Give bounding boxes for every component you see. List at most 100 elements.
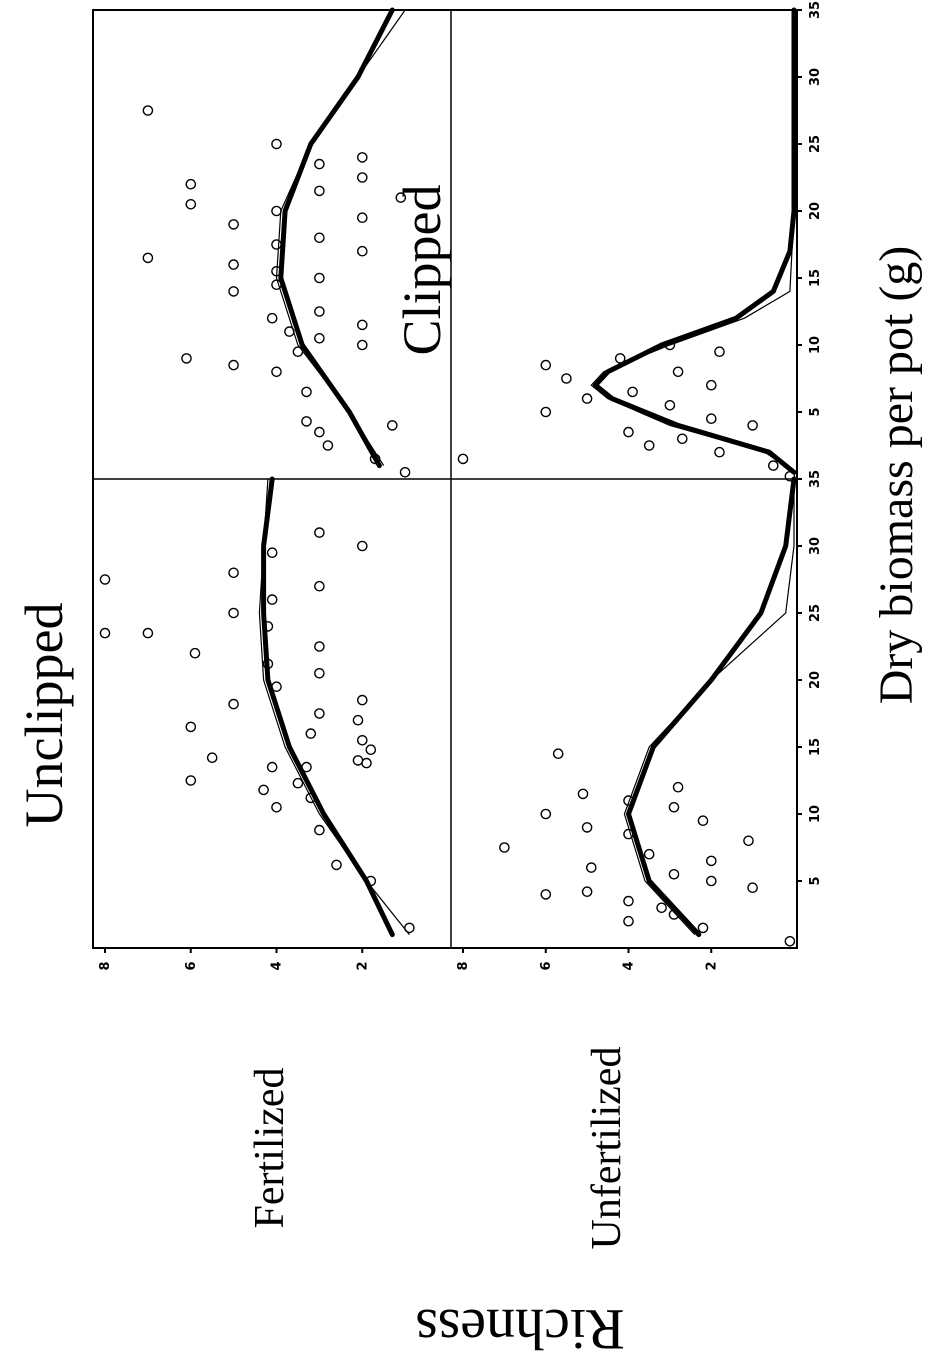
x-tick-label: 35	[808, 1, 823, 19]
data-point	[271, 265, 282, 277]
data-point	[706, 875, 717, 887]
data-point	[266, 594, 278, 605]
data-point	[706, 855, 717, 867]
data-point	[142, 627, 154, 639]
data-point	[356, 735, 368, 746]
x-tick-label: 15	[808, 738, 823, 756]
x-axis-title: Dry biomass per pot (g)	[870, 246, 923, 705]
data-point	[627, 386, 638, 398]
data-point	[185, 775, 197, 786]
data-point	[706, 413, 717, 425]
panel-unfertilized-clipped	[457, 7, 797, 482]
data-point	[581, 393, 593, 404]
fit-curve-bold	[278, 7, 395, 469]
data-point	[322, 440, 334, 451]
data-point	[386, 420, 398, 431]
data-point	[356, 540, 368, 552]
data-point	[266, 761, 278, 773]
data-point	[361, 757, 372, 769]
data-point	[305, 728, 317, 739]
data-point	[228, 607, 239, 619]
data-point	[314, 185, 325, 197]
panels-group	[99, 7, 797, 947]
data-point	[331, 859, 342, 871]
data-point	[668, 869, 680, 880]
column-title-unclipped: Unclipped	[14, 603, 74, 828]
data-point	[206, 752, 218, 764]
data-point	[577, 788, 589, 800]
data-point	[258, 784, 269, 796]
data-point	[185, 178, 197, 190]
data-point	[352, 755, 364, 766]
data-point	[301, 416, 312, 427]
data-point	[292, 346, 304, 358]
data-point	[271, 138, 282, 150]
data-point	[697, 922, 709, 934]
data-point	[623, 915, 634, 927]
data-point	[189, 647, 201, 659]
data-point	[784, 936, 796, 947]
data-point	[672, 366, 684, 378]
data-point	[228, 259, 239, 270]
data-point	[314, 426, 325, 438]
y-tick-label: 8	[456, 961, 471, 970]
panel-fertilized-clipped	[142, 7, 411, 478]
x-tick-label: 25	[808, 135, 823, 153]
data-point	[314, 668, 325, 679]
fit-curve-bold	[592, 7, 797, 475]
data-point	[181, 353, 192, 364]
data-point	[314, 332, 325, 344]
data-point	[369, 453, 381, 465]
data-point	[266, 547, 278, 559]
y-tick-label: 2	[355, 961, 370, 970]
ticks-group: 2 4 6 8 2 4 6 8 5 10 15 20 25 30 35 5 10 15 20 25 30 35	[98, 1, 823, 971]
data-point	[314, 306, 325, 317]
data-point	[668, 802, 680, 813]
data-point	[142, 252, 154, 264]
data-point	[540, 808, 552, 820]
data-point	[301, 386, 312, 398]
data-point	[395, 192, 407, 203]
data-point	[314, 232, 325, 244]
data-point	[581, 822, 593, 833]
data-point	[99, 574, 111, 585]
data-point	[271, 205, 282, 217]
x-tick-label: 20	[808, 202, 823, 220]
data-point	[271, 279, 282, 291]
data-point	[142, 105, 154, 116]
data-point	[399, 466, 411, 478]
data-point	[99, 627, 111, 639]
fit-curve-bold	[261, 476, 395, 938]
data-point	[743, 835, 754, 847]
fit-curve-bold	[626, 476, 797, 938]
data-point	[271, 802, 282, 813]
data-point	[356, 319, 368, 331]
data-point	[365, 875, 377, 887]
y-tick-label: 6	[184, 961, 199, 970]
data-point	[643, 440, 655, 451]
data-point	[365, 744, 377, 756]
data-point	[314, 272, 325, 284]
x-tick-label: 30	[808, 537, 823, 555]
data-point	[356, 694, 368, 706]
data-point	[266, 312, 278, 324]
data-point	[314, 580, 325, 592]
data-point	[314, 824, 325, 836]
data-point	[623, 795, 634, 806]
y-tick-label: 4	[622, 961, 637, 970]
data-point	[581, 886, 593, 898]
fit-curve-thin	[623, 479, 795, 936]
data-point	[499, 842, 510, 853]
data-point	[314, 158, 325, 170]
y-tick-label: 4	[270, 961, 285, 970]
x-tick-label: 15	[808, 269, 823, 287]
data-point	[356, 172, 368, 183]
data-point	[314, 708, 325, 719]
data-point	[301, 761, 312, 773]
data-point	[292, 777, 304, 789]
data-point	[352, 714, 364, 726]
data-point	[714, 446, 725, 458]
panel-unfertilized-unclipped	[499, 476, 797, 947]
column-title-clipped: Clipped	[392, 185, 452, 356]
